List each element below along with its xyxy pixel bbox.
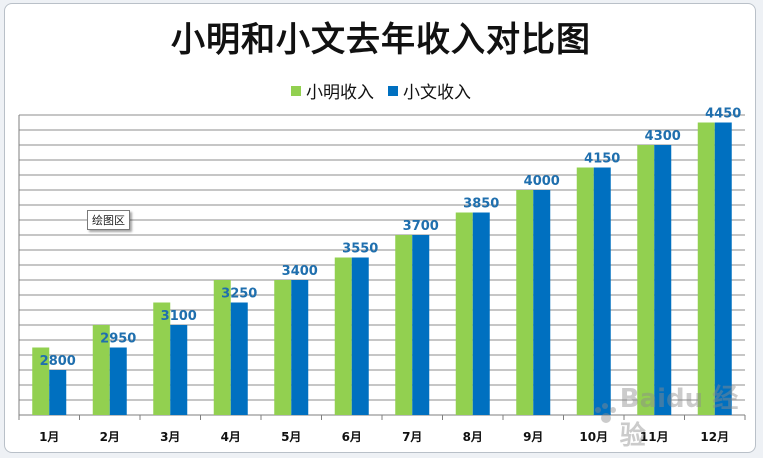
bar-xiaoming[interactable] [697,122,715,416]
bar-xiaowen[interactable] [654,145,672,415]
bar-xiaowen[interactable] [593,167,611,416]
data-label: 4300 [645,129,681,144]
bar-xiaoming[interactable] [455,212,473,416]
bar-xiaowen[interactable] [351,257,369,416]
bar-xiaowen[interactable] [533,190,551,415]
x-tick-label: 2月 [100,430,120,444]
data-label: 3700 [403,219,439,234]
plot-area-tooltip: 绘图区 [87,210,130,230]
legend-label-xiaowen: 小文收入 [403,83,471,103]
x-tick-label: 10月 [579,430,608,444]
bar-xiaoming[interactable] [153,302,171,416]
x-tick-label: 6月 [342,430,362,444]
bar-xiaoming[interactable] [32,347,50,416]
x-tick-label: 3月 [160,430,180,444]
bar-xiaowen[interactable] [230,302,248,416]
baidu-watermark-text: Baidu 经验 [619,384,739,451]
data-label: 3100 [161,309,197,324]
legend-swatch-xiaoming [291,85,301,96]
bar-xiaowen[interactable] [49,370,67,415]
x-tick-label: 7月 [402,430,422,444]
x-tick-label: 1月 [39,430,59,444]
x-tick-label: 11月 [640,430,669,444]
x-tick-label: 12月 [700,430,729,444]
data-label: 4000 [524,174,560,189]
data-label: 4150 [584,152,620,167]
bar-xiaoming[interactable] [516,190,534,415]
legend[interactable]: 小明收入 小文收入 [5,78,757,103]
bar-xiaoming[interactable] [576,167,594,416]
legend-item-xiaowen[interactable]: 小文收入 [388,78,471,103]
x-tick-label: 4月 [221,430,241,444]
legend-swatch-xiaowen [388,85,398,96]
baidu-paw-icon [592,402,618,428]
data-label: 2800 [40,354,76,369]
chart-area[interactable]: 小明和小文去年收入对比图 小明收入 小文收入 2800 1月 2950 2月 3100 3… [4,3,756,453]
bar-xiaoming[interactable] [395,235,413,415]
bar-xiaoming[interactable] [274,280,292,415]
bar-xiaoming[interactable] [213,280,231,415]
bar-xiaoming[interactable] [92,325,110,415]
bar-xiaoming[interactable] [334,257,352,416]
x-tick-label: 8月 [463,430,483,444]
data-label: 3850 [463,197,499,212]
chart-title[interactable]: 小明和小文去年收入对比图 [171,20,591,60]
data-label: 4450 [705,107,741,122]
baidu-watermark: Baidu 经验 [592,378,763,452]
bar-xiaoming[interactable] [637,145,655,415]
data-label: 3400 [282,264,318,279]
bar-xiaowen[interactable] [472,212,490,416]
x-tick-label: 5月 [281,430,301,444]
data-label: 3250 [221,287,257,302]
legend-item-xiaoming[interactable]: 小明收入 [291,78,374,103]
bar-xiaowen[interactable] [109,347,127,416]
bar-xiaowen[interactable] [291,280,309,415]
bar-xiaowen[interactable] [714,122,732,416]
data-label: 2950 [100,332,136,347]
x-tick-label: 9月 [523,430,543,444]
data-label: 3550 [342,242,378,257]
plot-area[interactable]: 2800 1月 2950 2月 3100 3月 3250 4月 3400 5月 3550 6月 3700… [5,4,757,454]
bar-xiaowen[interactable] [170,325,188,415]
bar-xiaowen[interactable] [412,235,430,415]
legend-label-xiaoming: 小明收入 [306,83,374,103]
